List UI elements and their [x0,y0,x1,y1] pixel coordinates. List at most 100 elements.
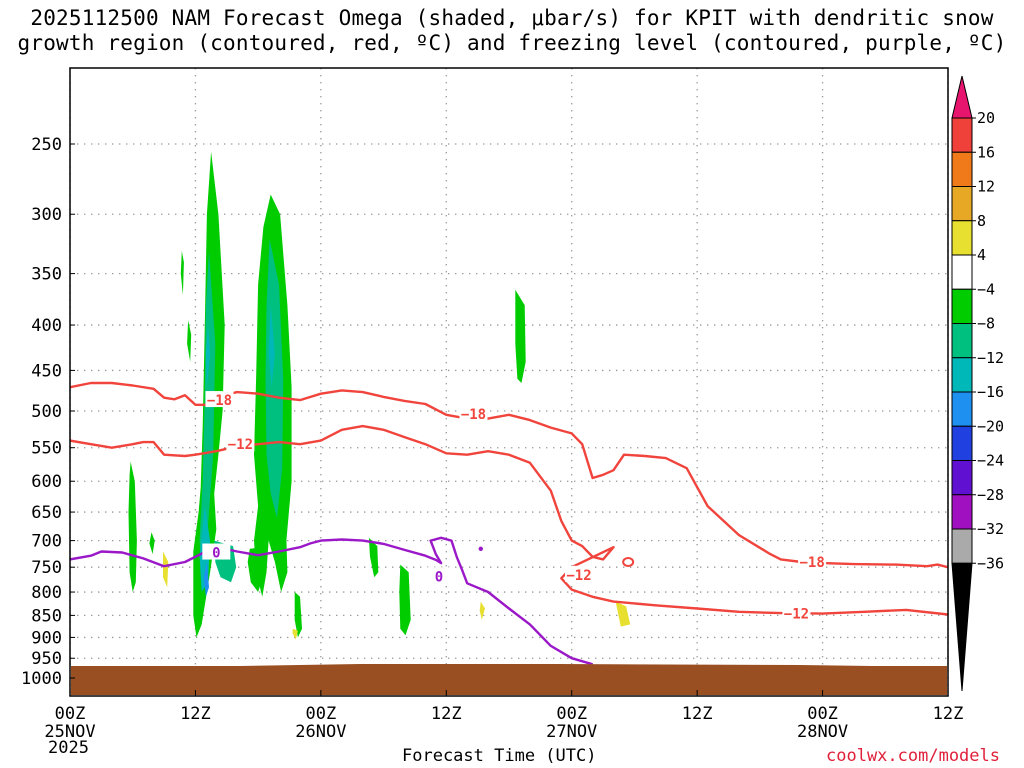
omega-region [149,532,155,555]
colorbar-label: −24 [977,452,1004,470]
chart-title-line-2: growth region (contoured, red, ºC) and f… [17,31,1007,55]
colorbar-swatch [951,460,973,496]
ytick-label-1000: 1000 [21,669,62,689]
omega-region [268,305,275,388]
xtick-time-84: 12Z [933,704,964,724]
contour-label-bg [205,391,234,408]
ytick-label-800: 800 [31,583,62,603]
colorbar-bottom-arrow [951,562,973,692]
year-label: 2025 [48,738,89,758]
omega-region [187,320,192,362]
colorbar-label: −32 [977,520,1004,538]
contour-label-bg [459,405,488,422]
omega-region [368,537,379,578]
dgz-contour [70,381,948,569]
dgz-contour-ring [622,557,635,568]
colorbar-label: 4 [977,246,986,264]
colorbar-label: −4 [977,280,995,298]
ytick-label-250: 250 [31,135,62,155]
freezing-level-dot [478,546,483,551]
freezing-level-contour [70,536,593,666]
colorbar-label: −28 [977,486,1004,504]
ytick-label-550: 550 [31,439,62,459]
x-axis-title: Forecast Time (UTC) [402,746,597,766]
contour-label-bg [202,543,231,560]
xtick-date-0: 25NOV [44,722,95,742]
contour-label: −12 [228,437,253,453]
contour-label: −18 [207,393,232,409]
colorbar-swatch [951,151,973,187]
contour-label-bg [782,604,811,621]
xtick-date-24: 26NOV [295,722,346,742]
colorbar-label: −8 [977,315,995,333]
colorbar-swatch [951,117,973,153]
xtick-time-72: 00Z [807,704,838,724]
omega-region [205,325,211,388]
terrain-bump [240,664,947,668]
contour-label-bg [226,435,255,452]
colorbar-label: −12 [977,349,1004,367]
colorbar-label: 8 [977,212,986,230]
colorbar-swatch [951,425,973,461]
color-bar: 20 16 12 8 4 −4 −8 −12 −16 −20 −24 −28 −32 −36 [951,75,1004,692]
colorbar-label: 12 [977,178,995,196]
contour-label: 0 [435,569,443,585]
xtick-time-0: 00Z [55,704,86,724]
omega-region [615,601,631,627]
xtick-time-48: 00Z [556,704,587,724]
ytick-label-300: 300 [31,205,62,225]
omega-region [163,551,169,588]
colorbar-swatch [951,254,973,290]
ground-surface [71,666,947,695]
colorbar-swatch [951,288,973,324]
colorbar-label: −36 [977,554,1004,572]
omega-region [247,547,265,592]
contour-label: 0 [212,546,220,562]
ytick-label-600: 600 [31,472,62,492]
ytick-label-350: 350 [31,265,62,285]
contour-label: −12 [784,607,809,623]
ytick-label-400: 400 [31,316,62,336]
colorbar-swatch [951,323,973,359]
omega-region [399,564,411,636]
omega-region [479,601,485,620]
omega-region [515,289,526,383]
xtick-time-60: 12Z [682,704,713,724]
plot-frame [69,67,949,697]
colorbar-swatch [951,528,973,564]
ytick-label-950: 950 [31,649,62,669]
contour-lines: −18 −18 −18 −12 −12 −12 0 0 [70,381,948,666]
source-credit: coolwx.com/models [826,746,1000,766]
colorbar-label: −16 [977,383,1004,401]
omega-region [265,239,284,518]
colorbar-label: 20 [977,109,995,127]
ytick-label-700: 700 [31,532,62,552]
omega-region [294,592,302,638]
ytick-label-450: 450 [31,361,62,381]
colorbar-top-arrow [951,75,973,119]
xtick-time-24: 00Z [305,704,336,724]
colorbar-label: 16 [977,143,995,161]
xtick-date-48: 27NOV [546,722,597,742]
contour-label-bg [565,565,594,582]
omega-region [128,461,137,592]
colorbar-label: −20 [977,417,1004,435]
ytick-label-900: 900 [31,628,62,648]
contour-label: −12 [566,568,591,584]
omega-region [180,250,184,295]
xtick-time-36: 12Z [431,704,462,724]
xtick-time-12: 12Z [180,704,211,724]
colorbar-swatch [951,357,973,393]
ytick-label-650: 650 [31,503,62,523]
chart-title-line-1: 2025112500 NAM Forecast Omega (shaded, μ… [30,6,994,30]
xtick-date-72: 28NOV [797,722,848,742]
colorbar-swatch [951,494,973,530]
y-axis-ticks: 2503003504004505005506006507007508008509… [21,135,75,689]
contour-label: −18 [461,407,486,423]
colorbar-swatch [951,220,973,256]
omega-region [199,250,216,583]
ytick-label-850: 850 [31,606,62,626]
omega-region [203,562,209,597]
